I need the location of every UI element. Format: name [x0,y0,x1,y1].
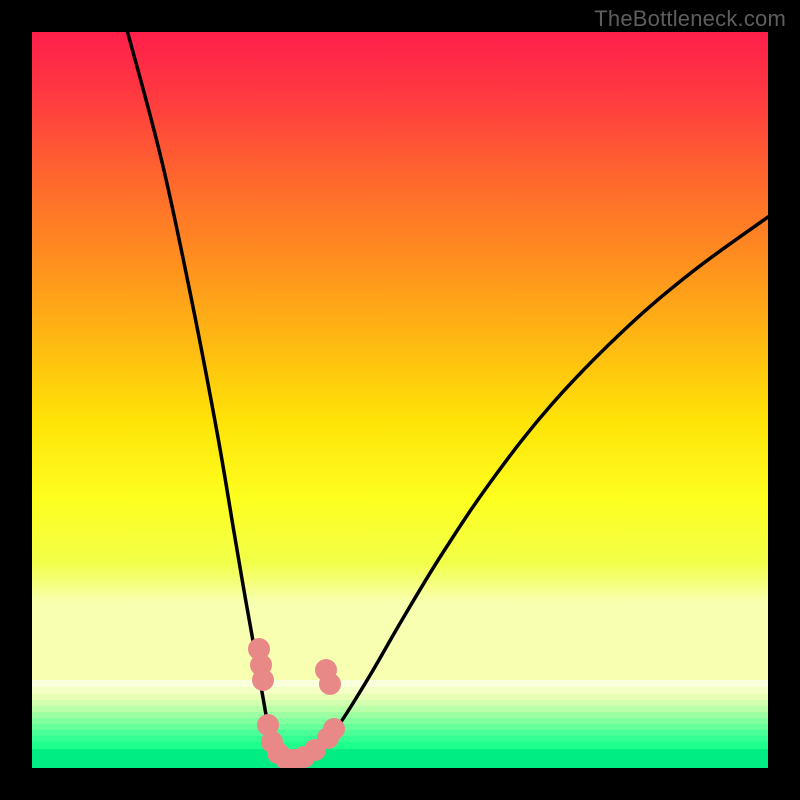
data-marker [252,669,274,691]
data-marker [319,673,341,695]
curve-right-branch [290,217,768,761]
data-marker [323,718,345,740]
curve-layer [32,32,768,768]
plot-area [32,32,768,768]
chart-frame: TheBottleneck.com [0,0,800,800]
watermark-text: TheBottleneck.com [594,6,786,32]
